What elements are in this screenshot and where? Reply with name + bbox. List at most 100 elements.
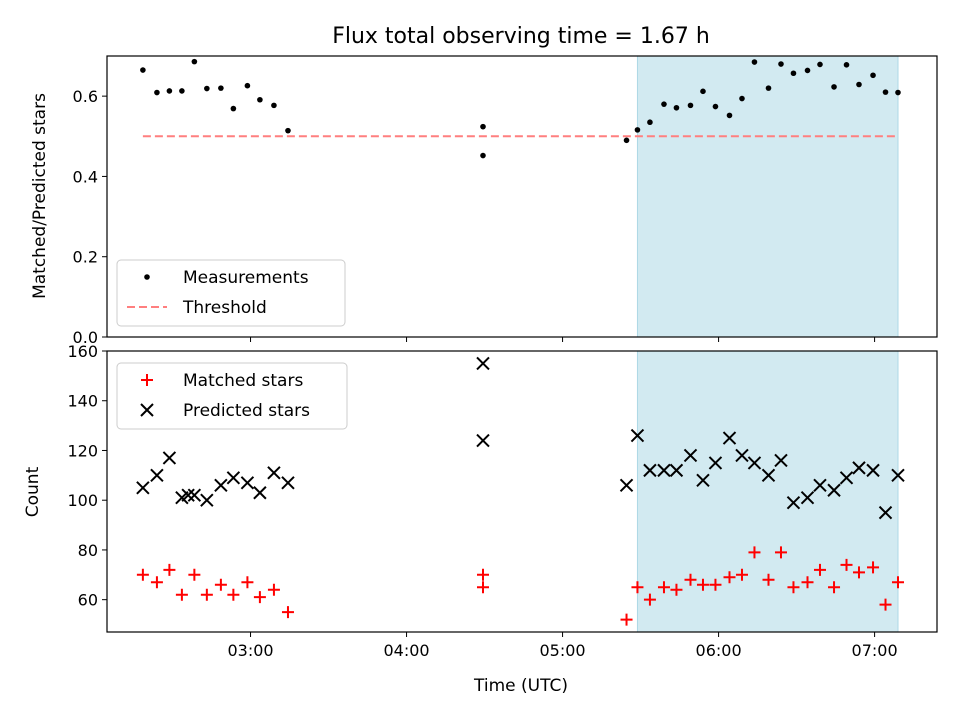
data-point	[762, 573, 775, 586]
data-point	[684, 573, 697, 586]
data-point	[240, 476, 255, 490]
data-point	[661, 101, 667, 107]
data-point	[647, 119, 653, 126]
top-panel-y-axis-label: Matched/Predicted stars	[30, 93, 50, 299]
data-point	[843, 62, 850, 68]
data-point	[748, 546, 761, 559]
data-point	[878, 505, 893, 520]
data-point	[136, 481, 150, 495]
data-point	[786, 495, 801, 510]
data-point	[687, 102, 694, 109]
legend-label: Measurements	[183, 268, 309, 288]
data-point	[856, 81, 862, 88]
data-point	[214, 478, 228, 492]
data-point	[817, 61, 823, 68]
data-point	[253, 486, 267, 500]
data-point	[870, 72, 876, 79]
data-point	[214, 578, 227, 591]
data-point	[476, 356, 490, 371]
y-tick-label: 0.6	[73, 87, 98, 106]
y-tick-label: 60	[78, 591, 98, 610]
data-point	[696, 473, 710, 488]
chart-title: Flux total observing time = 1.67 h	[332, 24, 710, 49]
data-point	[162, 451, 177, 465]
x-tick-label: 04:00	[383, 641, 429, 660]
data-point	[175, 588, 188, 601]
data-point	[839, 471, 854, 485]
data-point	[778, 61, 784, 67]
legend-label: Threshold	[182, 298, 267, 318]
count-panel: 60 80 100 120 140 160 03:00 04:00 05:00 06:00 07:0…	[67, 342, 938, 660]
legend-marker	[141, 374, 153, 386]
data-point	[879, 598, 892, 611]
data-point	[787, 581, 800, 594]
x-tick-label: 07:00	[852, 641, 898, 660]
data-point	[187, 488, 202, 502]
series-measurements	[140, 58, 901, 159]
data-point	[895, 89, 901, 96]
data-point	[726, 112, 733, 119]
data-point	[866, 463, 880, 478]
data-point	[281, 476, 295, 490]
data-point	[813, 563, 826, 576]
data-point	[150, 468, 164, 483]
data-point	[166, 88, 173, 94]
data-point	[790, 70, 797, 77]
y-tick-label: 0.0	[73, 328, 98, 347]
data-point	[181, 488, 195, 502]
data-point	[191, 58, 198, 65]
legend-box	[116, 259, 346, 327]
data-point	[630, 428, 645, 443]
data-point	[800, 491, 815, 505]
y-tick-label: 140	[67, 392, 98, 411]
data-point	[683, 448, 698, 463]
x-axis-label: Time (UTC)	[473, 676, 568, 696]
data-point	[709, 578, 722, 591]
data-point	[643, 593, 656, 606]
data-point	[140, 67, 146, 73]
data-point	[241, 576, 254, 589]
data-point	[774, 546, 787, 559]
legend: Matched stars Predicted stars	[116, 362, 348, 430]
data-point	[218, 85, 224, 91]
data-point	[281, 606, 294, 619]
data-point	[708, 456, 723, 470]
panel-frame	[106, 55, 938, 338]
data-point	[700, 88, 706, 95]
panel-frame	[106, 350, 938, 633]
data-point	[751, 59, 758, 65]
data-point	[476, 433, 490, 448]
data-point	[619, 478, 634, 492]
data-point	[801, 576, 814, 589]
data-point	[620, 613, 633, 626]
data-point	[285, 127, 291, 134]
data-point	[761, 468, 776, 483]
y-tick-label: 120	[67, 441, 98, 460]
data-point	[643, 463, 657, 478]
data-point	[188, 568, 201, 581]
shaded-region	[637, 56, 898, 337]
legend-marker	[144, 274, 150, 280]
data-point	[891, 468, 905, 483]
data-point	[480, 152, 486, 159]
data-point	[852, 566, 865, 579]
data-point	[623, 137, 630, 144]
data-point	[747, 456, 762, 470]
data-point	[670, 583, 683, 596]
data-point	[154, 89, 160, 96]
legend-marker	[140, 403, 154, 417]
data-point	[200, 493, 214, 507]
legend-label: Matched stars	[183, 371, 303, 391]
data-point	[634, 127, 641, 133]
data-point	[735, 448, 749, 463]
y-tick-label: 160	[67, 342, 98, 361]
data-point	[226, 471, 241, 485]
y-tick-label: 0.4	[73, 167, 98, 186]
data-point	[179, 88, 185, 94]
data-point	[163, 563, 176, 576]
data-point	[696, 578, 709, 591]
data-point	[735, 568, 748, 581]
data-point	[804, 67, 811, 74]
data-point	[480, 123, 486, 130]
data-point	[882, 89, 889, 95]
